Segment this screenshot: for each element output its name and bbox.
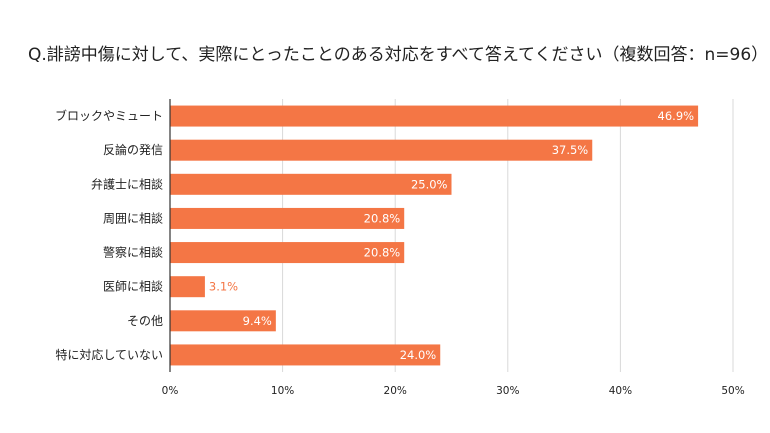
data-label: 3.1%: [209, 280, 238, 294]
x-tick-label: 0%: [162, 385, 179, 397]
bar: [170, 276, 205, 298]
bar: [170, 344, 441, 366]
data-label: 37.5%: [552, 143, 589, 157]
category-label: ブロックやミュート: [55, 108, 163, 123]
data-label: 24.0%: [400, 348, 437, 362]
bar: [170, 173, 452, 195]
x-tick-label: 10%: [271, 385, 294, 397]
category-label: 弁護士に相談: [91, 176, 163, 191]
category-label: 周囲に相談: [103, 210, 163, 225]
bar: [170, 242, 405, 264]
category-label: 反論の発信: [103, 142, 163, 157]
category-label: 医師に相談: [103, 279, 163, 294]
x-tick-label: 20%: [384, 385, 407, 397]
data-label: 25.0%: [411, 177, 448, 191]
bar: [170, 105, 699, 127]
x-tick-label: 40%: [609, 385, 632, 397]
bar: [170, 139, 593, 161]
bar: [170, 207, 405, 229]
category-label: 特に対応していない: [55, 347, 163, 362]
bars: 46.9% 37.5% 25.0% 20.8% 20.8% 3.1% 9.4% 24.0%: [170, 105, 699, 366]
bar: [170, 310, 276, 332]
x-axis-tick-labels: 0% 10% 20% 30% 40% 50%: [162, 385, 745, 397]
category-label: その他: [127, 314, 163, 328]
data-label: 20.8%: [364, 211, 401, 225]
chart-title: Q.誹謗中傷に対して、実際にとったことのある対応をすべて答えてください（複数回答…: [28, 45, 768, 65]
data-label: 9.4%: [243, 314, 272, 328]
category-label: 警察に相談: [103, 245, 163, 260]
x-tick-label: 30%: [496, 385, 519, 397]
data-label: 20.8%: [364, 246, 401, 260]
data-label: 46.9%: [658, 109, 695, 123]
x-tick-label: 50%: [721, 385, 744, 397]
category-labels: ブロックやミュート反論の発信弁護士に相談周囲に相談警察に相談医師に相談その他特に…: [55, 108, 163, 362]
